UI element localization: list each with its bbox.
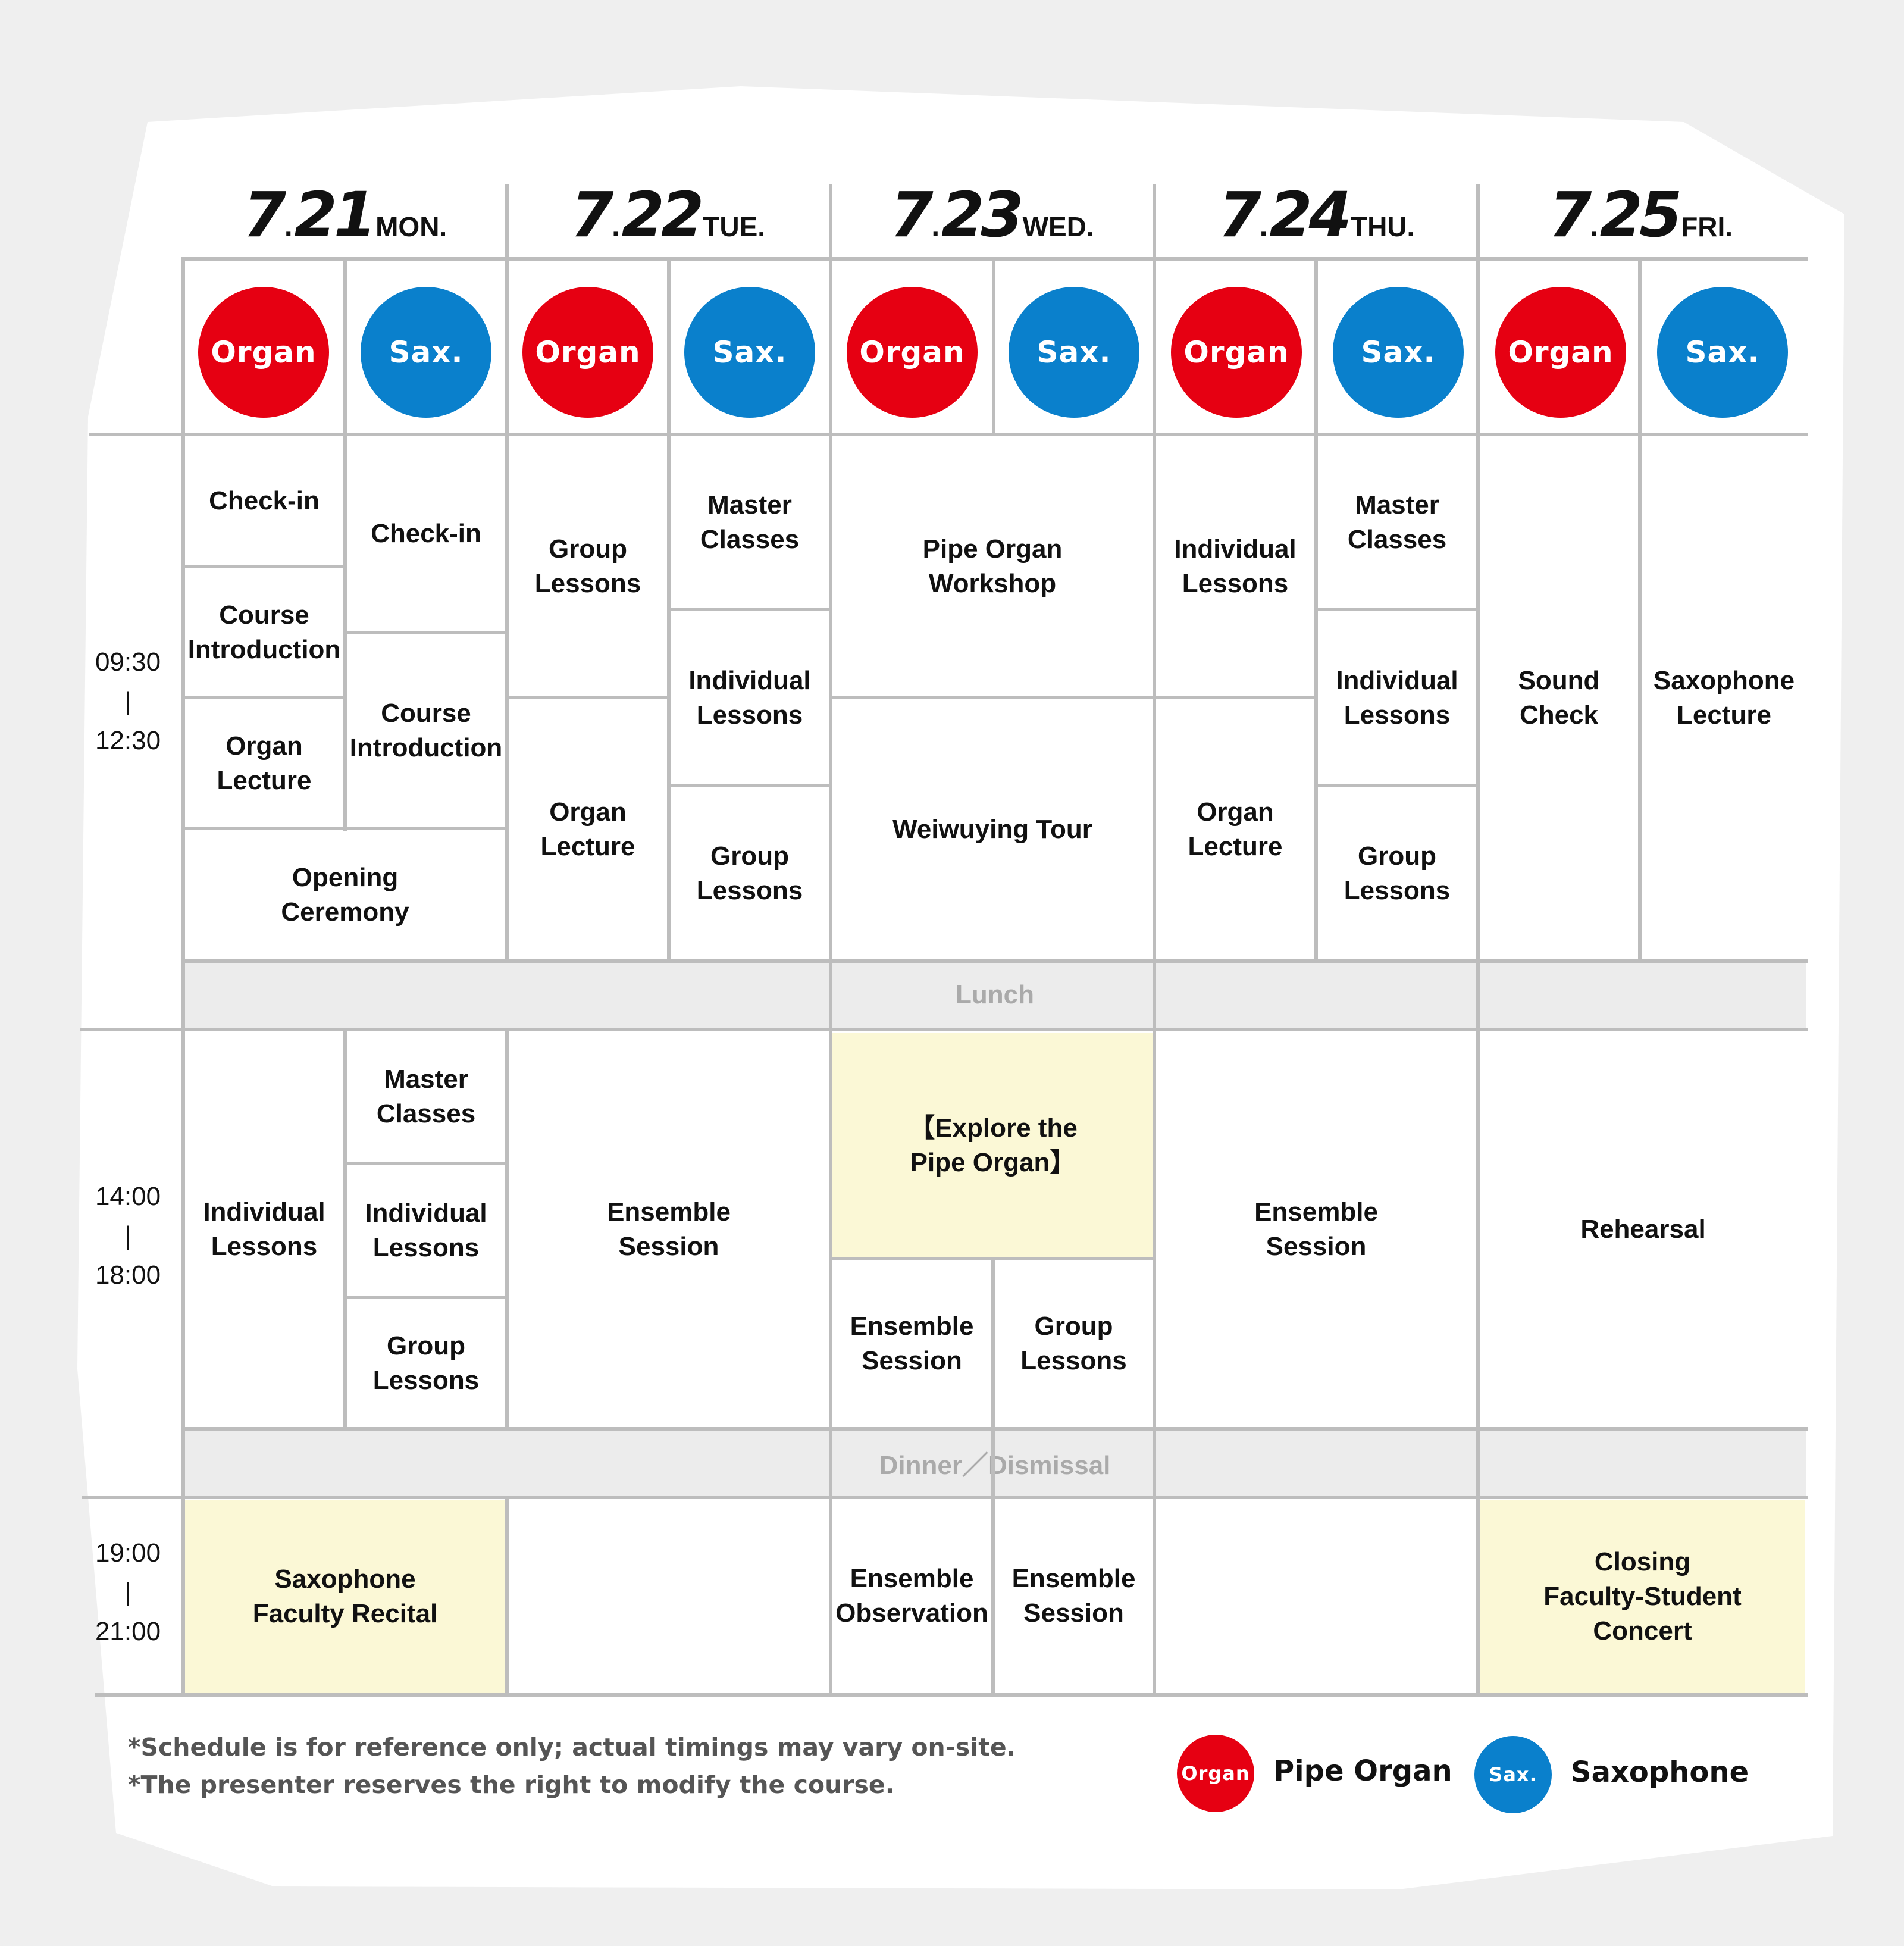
session-cell: Saxophone Lecture <box>1653 665 1795 730</box>
grid-line <box>95 1693 1808 1697</box>
grid-line <box>505 1028 509 1431</box>
session-cell: Individual Lessons <box>1336 665 1458 730</box>
grid-line <box>1314 257 1318 963</box>
legend-organ-label: Pipe Organ <box>1273 1754 1452 1788</box>
grid-line <box>1476 184 1480 1697</box>
session-cell: Master Classes <box>376 1065 476 1128</box>
session-cell: Pipe Organ Workshop <box>922 534 1063 598</box>
session-cell: Rehearsal <box>1580 1214 1706 1244</box>
sax-badge-thu: Sax. <box>1333 287 1464 418</box>
grid-line <box>89 433 1808 436</box>
grid-line <box>1154 696 1316 699</box>
day-header-mon: 7. 21 MON. <box>243 179 447 251</box>
grid-line <box>1316 608 1478 611</box>
explore-pipe-organ-cell: 【Explore the Pipe Organ】 <box>832 1033 1154 1259</box>
grid-line <box>183 565 345 568</box>
grid-line <box>992 257 995 436</box>
sax-badge-wed: Sax. <box>1009 287 1139 418</box>
grid-line <box>181 257 185 1697</box>
session-cell: Ensemble Session <box>607 1197 731 1261</box>
session-cell: Individual Lessons <box>203 1197 325 1261</box>
lunch-band: Lunch <box>183 962 1806 1028</box>
grid-line <box>1638 257 1642 963</box>
note-reference: *Schedule is for reference only; actual … <box>128 1733 1016 1762</box>
grid-line <box>507 696 669 699</box>
session-cell: Sound Check <box>1518 665 1600 730</box>
organ-badge-wed: Organ <box>847 287 978 418</box>
grid-line <box>669 608 831 611</box>
grid-line <box>345 1162 507 1165</box>
grid-line <box>667 257 671 963</box>
dinner-band: Dinner／Dismissal <box>183 1429 1806 1496</box>
grid-line <box>183 696 345 699</box>
grid-line <box>343 1028 347 1431</box>
time-afternoon: 14:00 | 18:00 <box>95 1182 161 1290</box>
session-cell: Check-in <box>209 486 320 515</box>
grid-line <box>345 631 507 634</box>
grid-line <box>505 1496 509 1697</box>
sax-badge-tue: Sax. <box>684 287 815 418</box>
session-cell: Weiwuying Tour <box>892 814 1092 844</box>
closing-concert-cell: Closing Faculty-Student Concert <box>1480 1500 1805 1693</box>
grid-line <box>669 784 831 787</box>
organ-badge-thu: Organ <box>1171 287 1302 418</box>
grid-line <box>991 1257 995 1697</box>
sax-badge-mon: Sax. <box>361 287 491 418</box>
session-cell: Group Lessons <box>1020 1312 1127 1375</box>
organ-badge-fri: Organ <box>1495 287 1626 418</box>
legend-sax-label: Saxophone <box>1571 1756 1749 1789</box>
legend-sax-badge: Sax. <box>1474 1736 1552 1813</box>
organ-badge-mon: Organ <box>198 287 329 418</box>
grid-line <box>829 184 832 1697</box>
grid-line <box>80 1028 1808 1031</box>
organ-badge-tue: Organ <box>522 287 653 418</box>
session-cell: Organ Lecture <box>540 797 635 861</box>
grid-line <box>181 959 1808 963</box>
grid-line <box>505 184 509 963</box>
session-cell: Ensemble Session <box>1254 1197 1378 1261</box>
session-cell: Individual Lessons <box>1174 534 1297 598</box>
grid-line <box>343 257 347 831</box>
session-cell: Opening Ceremony <box>281 862 409 927</box>
time-morning: 09:30 | 12:30 <box>95 647 161 755</box>
saxophone-faculty-recital-cell: Saxophone Faculty Recital <box>184 1500 506 1693</box>
grid-line <box>345 1296 507 1299</box>
legend-organ-badge: Organ <box>1177 1735 1254 1812</box>
sax-badge-fri: Sax. <box>1657 287 1788 418</box>
session-cell: Ensemble Session <box>1012 1564 1136 1628</box>
day-header-wed: 7. 23 WED. <box>890 179 1094 251</box>
grid-line <box>82 1496 1808 1499</box>
session-cell: Group Lessons <box>372 1331 480 1395</box>
session-cell: Group Lessons <box>696 841 803 905</box>
note-modify: *The presenter reserves the right to mod… <box>128 1770 895 1799</box>
grid-line <box>831 696 1154 699</box>
session-cell: Course Introduction <box>187 600 341 664</box>
session-cell: Master Classes <box>700 490 800 554</box>
session-cell: Course Introduction <box>349 698 503 762</box>
session-cell: Group Lessons <box>534 534 641 598</box>
grid-line <box>1153 184 1156 1697</box>
session-cell: Individual Lessons <box>365 1199 487 1262</box>
day-header-fri: 7. 25 FRI. <box>1548 179 1733 251</box>
session-cell: Master Classes <box>1347 490 1447 554</box>
time-evening: 19:00 | 21:00 <box>95 1538 161 1646</box>
session-cell: Ensemble Session <box>850 1312 974 1375</box>
day-header-thu: 7. 24 THU. <box>1218 179 1415 251</box>
session-cell: Individual Lessons <box>688 665 811 730</box>
grid-line <box>1316 784 1478 787</box>
session-cell: Group Lessons <box>1344 841 1451 905</box>
session-cell: Check-in <box>371 518 481 548</box>
session-cell: Organ Lecture <box>1188 797 1283 861</box>
day-header-tue: 7. 22 TUE. <box>570 179 766 251</box>
session-cell: Organ Lecture <box>217 731 312 795</box>
session-cell: Ensemble Observation <box>835 1564 988 1628</box>
